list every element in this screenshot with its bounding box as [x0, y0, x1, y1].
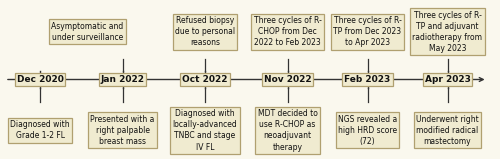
FancyArrowPatch shape [8, 78, 483, 81]
Text: Refused biopsy
due to personal
reasons: Refused biopsy due to personal reasons [175, 16, 235, 47]
Text: Presented with a
right palpable
breast mass: Presented with a right palpable breast m… [90, 115, 154, 146]
Text: MDT decided to
use R-CHOP as
neoadjuvant
therapy: MDT decided to use R-CHOP as neoadjuvant… [258, 109, 318, 152]
Text: Oct 2022: Oct 2022 [182, 75, 228, 84]
Text: Three cycles of R-
CHOP from Dec
2022 to Feb 2023: Three cycles of R- CHOP from Dec 2022 to… [254, 16, 322, 47]
Text: Apr 2023: Apr 2023 [424, 75, 470, 84]
Text: Underwent right
modified radical
mastectomy: Underwent right modified radical mastect… [416, 115, 479, 146]
Text: Diagnosed with
locally-advanced
TNBC and stage
IV FL: Diagnosed with locally-advanced TNBC and… [172, 109, 238, 152]
Text: Diagnosed with
Grade 1-2 FL: Diagnosed with Grade 1-2 FL [10, 120, 70, 140]
Text: Nov 2022: Nov 2022 [264, 75, 312, 84]
Text: Feb 2023: Feb 2023 [344, 75, 391, 84]
Text: Dec 2020: Dec 2020 [16, 75, 64, 84]
Text: Asymptomatic and
under surveillance: Asymptomatic and under surveillance [52, 22, 124, 42]
Text: Jan 2022: Jan 2022 [100, 75, 144, 84]
Text: Three cycles of R-
TP from Dec 2023
to Apr 2023: Three cycles of R- TP from Dec 2023 to A… [334, 16, 402, 47]
Text: Three cycles of R-
TP and adjuvant
radiotherapy from
May 2023: Three cycles of R- TP and adjuvant radio… [412, 11, 482, 53]
Text: NGS revealed a
high HRD score
(72): NGS revealed a high HRD score (72) [338, 115, 397, 146]
